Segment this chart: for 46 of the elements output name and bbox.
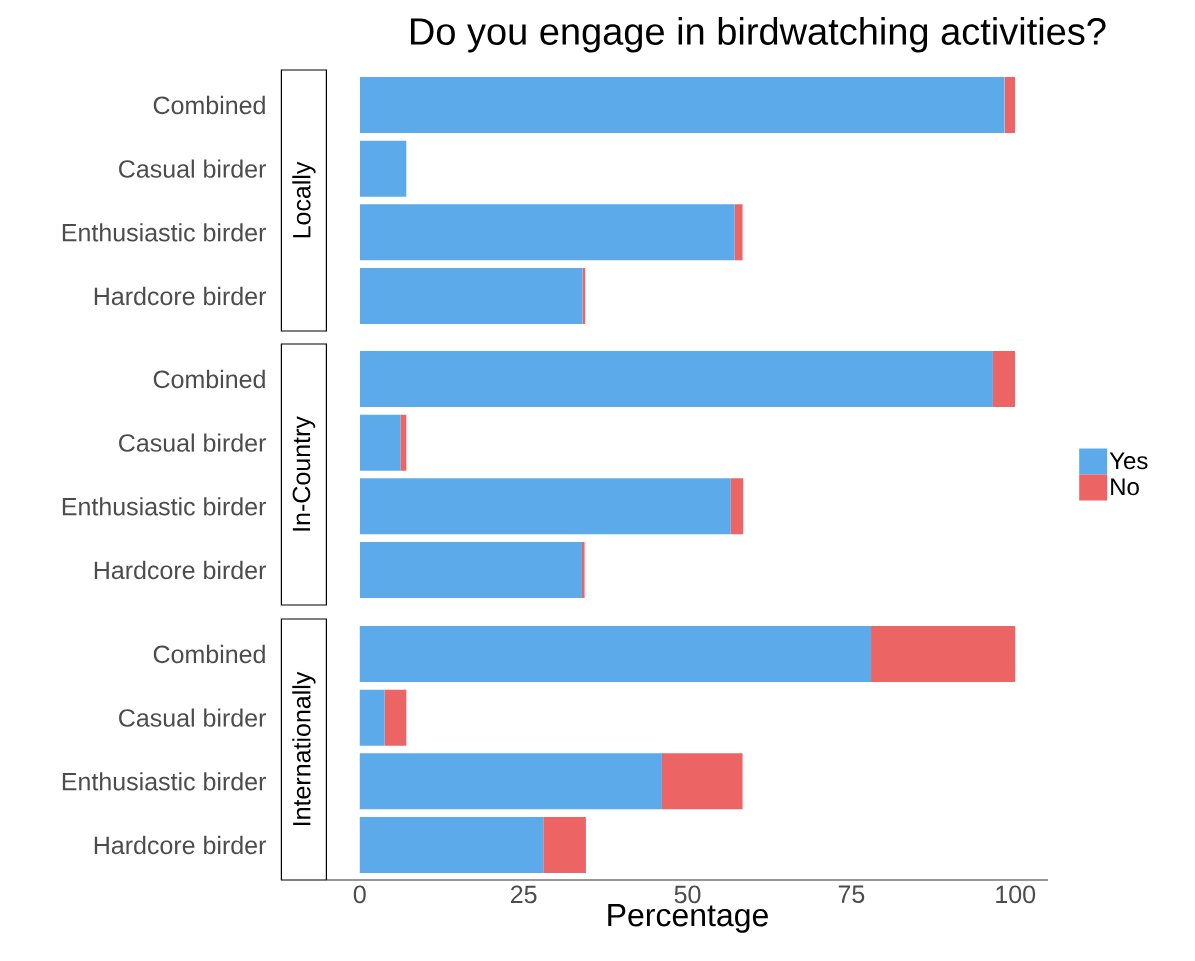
bar [661, 753, 743, 810]
y-tick-label: Enthusiastic birder [62, 497, 266, 516]
y-tick-label: Combined [153, 95, 265, 115]
bar [359, 140, 407, 197]
bar [1004, 77, 1016, 134]
bar [871, 626, 1016, 683]
legend-label: Yes [1109, 452, 1148, 470]
bar [359, 753, 662, 810]
y-axis-title: In-Country [292, 416, 316, 531]
bar [400, 414, 407, 471]
y-tick-label: Hardcore birder [94, 286, 266, 306]
y-tick-label: Casual birder [119, 159, 266, 178]
bar [384, 689, 407, 746]
bar [359, 267, 583, 324]
y-tick-label: Hardcore birder [94, 835, 266, 855]
legend-label: No [1111, 478, 1139, 496]
y-tick-label: Hardcore birder [94, 560, 266, 580]
bar [359, 204, 735, 261]
x-axis-title: Percentage [608, 904, 768, 933]
x-tick-label: 25 [510, 885, 537, 904]
x-tick-label: 75 [838, 885, 865, 903]
bar [734, 204, 743, 261]
y-tick-label: Casual birder [119, 433, 266, 452]
bar [359, 414, 401, 471]
x-tick-label: 0 [353, 885, 366, 904]
y-tick-label: Enthusiastic birder [62, 772, 266, 791]
y-tick-label: Casual birder [119, 708, 266, 727]
bar [359, 816, 544, 873]
bar [359, 689, 385, 746]
bar [543, 816, 586, 873]
y-tick-label: Combined [153, 644, 265, 664]
y-tick-label: Enthusiastic birder [62, 223, 266, 242]
bar [359, 626, 872, 683]
bar [359, 478, 731, 535]
chart-title: Do you engage in birdwatching activities? [411, 17, 1106, 53]
bar [359, 77, 1005, 134]
bar [730, 478, 744, 535]
x-tick-label: 50 [674, 885, 701, 904]
bar [992, 351, 1016, 408]
x-tick-label: 100 [996, 885, 1036, 904]
bar [581, 541, 585, 598]
y-axis-title: Locally [292, 161, 316, 238]
bar [359, 351, 993, 408]
y-axis-title: Internationally [292, 671, 316, 826]
bar [359, 541, 582, 598]
y-tick-label: Combined [153, 369, 265, 389]
